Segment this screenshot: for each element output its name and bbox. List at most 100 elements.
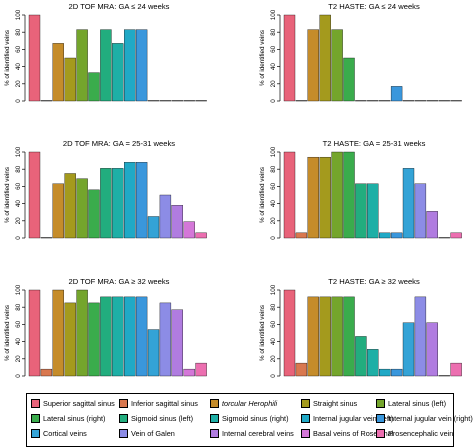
legend-swatch [119, 414, 128, 423]
bar-superior-sagittal-sinus [283, 151, 296, 239]
bar-internal-jugular-vein-left [379, 232, 391, 239]
y-tick-label: 80 [270, 303, 277, 311]
bar-sigmoid-sinus-left [100, 296, 112, 377]
y-tick-label: 60 [270, 320, 277, 328]
legend-swatch [376, 399, 385, 408]
chart-panel-3: 2D TOF MRA: GA = 25-31 weeks 0 20 40 60 80 100… [4, 139, 207, 240]
bar-internal-jugular-vein-right [390, 232, 403, 239]
legend-item: Sigmoid sinus (left) [119, 414, 193, 423]
y-tick-label: 0 [270, 236, 277, 240]
y-tick-label: 0 [15, 374, 22, 378]
y-tick-label: 100 [270, 146, 277, 157]
bar-internal-jugular-vein-left [379, 368, 391, 377]
bar-sigmoid-sinus-left [355, 336, 367, 377]
bar-superior-sagittal-sinus [28, 151, 41, 239]
legend-item: Basal veins of Rosenthal [301, 429, 393, 438]
bar-cortical-veins [402, 322, 415, 377]
bar-straight-sinus [64, 302, 76, 377]
legend-label: Lateral sinus (right) [43, 414, 106, 423]
y-tick-label: 20 [15, 217, 22, 225]
bar-superior-sagittal-sinus [283, 14, 296, 102]
legend-swatch [31, 414, 40, 423]
bar-internal-cerebral-veins [426, 322, 438, 377]
bar-internal-jugular-vein-right [135, 296, 148, 377]
y-tick-label: 20 [15, 355, 22, 363]
legend-swatch [31, 429, 40, 438]
legend-swatch [210, 429, 219, 438]
y-axis-label: % of identified veins [4, 30, 11, 86]
legend-swatch [301, 399, 310, 408]
y-tick-label: 40 [270, 338, 277, 346]
bar-internal-cerebral-veins [171, 205, 183, 239]
legend-label: Cortical veins [43, 429, 87, 438]
bar-lateral-sinus-right [343, 151, 355, 239]
bar-lateral-sinus-right [88, 302, 100, 377]
chart-panel-2: T2 HASTE: GA ≤ 24 weeks 0 20 40 60 80 100 % of … [259, 2, 462, 103]
bar-internal-cerebral-veins [426, 211, 438, 239]
bar-lateral-sinus-left [331, 29, 343, 102]
y-tick-label: 0 [15, 99, 22, 103]
bar-sigmoid-sinus-left [100, 29, 112, 102]
bar-sigmoid-sinus-right [367, 183, 379, 239]
bar-sigmoid-sinus-right [112, 296, 124, 377]
y-tick-label: 0 [15, 236, 22, 240]
bar-sigmoid-sinus-right [112, 168, 124, 239]
bar-prosencephalic-vein [195, 362, 207, 377]
legend-swatch [31, 399, 40, 408]
legend-swatch [210, 414, 219, 423]
legend-label: Vein of Galen [131, 429, 175, 438]
bar-internal-jugular-vein-right [135, 29, 148, 102]
bar-straight-sinus [319, 296, 331, 377]
legend-label: torcular Herophili [222, 399, 278, 408]
bar-vein-of-galen [159, 194, 172, 239]
bar-basal-veins-of-rosenthal [183, 368, 195, 377]
chart-title: 2D TOF MRA: GA ≤ 24 weeks [69, 2, 170, 11]
y-tick-label: 100 [15, 146, 22, 157]
y-tick-label: 40 [15, 63, 22, 71]
legend-item: Internal jugular vein (left) [301, 414, 393, 423]
bar-prosencephalic-vein [450, 362, 462, 377]
legend-label: Inferior sagittal sinus [131, 399, 198, 408]
chart-panel-5: 2D TOF MRA: GA ≥ 32 weeks 0 20 40 60 80 100 % o… [4, 277, 207, 378]
y-tick-label: 20 [270, 355, 277, 363]
bar-vein-of-galen [414, 183, 427, 239]
bar-lateral-sinus-right [88, 72, 100, 102]
chart-panel-6: T2 HASTE: GA ≥ 32 weeks 0 20 40 60 80 100 % of … [259, 277, 462, 378]
bar-torcular-herophili [307, 156, 319, 239]
y-tick-label: 0 [270, 99, 277, 103]
y-tick-label: 60 [270, 45, 277, 53]
bar-inferior-sagittal-sinus [295, 362, 308, 377]
y-axis-label: % of identified veins [259, 167, 266, 223]
bar-vein-of-galen [414, 296, 427, 377]
legend-label: Internal jugular vein (right) [388, 414, 473, 423]
legend-item: Internal cerebral veins [210, 429, 294, 438]
bar-lateral-sinus-right [88, 189, 100, 239]
bar-straight-sinus [64, 173, 76, 239]
y-tick-label: 40 [270, 63, 277, 71]
bar-sigmoid-sinus-right [367, 349, 379, 377]
y-tick-label: 20 [270, 80, 277, 88]
legend: Superior sagittal sinus Inferior sagittal… [26, 393, 473, 447]
legend-swatch [376, 429, 385, 438]
y-axis-label: % of identified veins [259, 305, 266, 361]
legend-item: Lateral sinus (left) [376, 399, 446, 408]
bar-lateral-sinus-left [331, 151, 343, 239]
y-tick-label: 20 [270, 217, 277, 225]
bar-internal-jugular-vein-left [124, 296, 136, 377]
bar-sigmoid-sinus-right [112, 43, 124, 102]
legend-item: torcular Herophili [210, 399, 277, 408]
bar-lateral-sinus-right [343, 296, 355, 377]
bar-torcular-herophili [52, 183, 64, 239]
legend-item: Superior sagittal sinus [31, 399, 115, 408]
legend-swatch [119, 399, 128, 408]
legend-label: Superior sagittal sinus [43, 399, 115, 408]
y-tick-label: 100 [270, 284, 277, 295]
bar-prosencephalic-vein [195, 232, 207, 239]
bar-cortical-veins [147, 216, 160, 239]
bar-cortical-veins [402, 168, 415, 239]
bar-vein-of-galen [159, 302, 172, 377]
bar-straight-sinus [319, 156, 331, 239]
bar-prosencephalic-vein [450, 232, 462, 239]
legend-label: Lateral sinus (left) [388, 399, 446, 408]
bar-lateral-sinus-left [76, 29, 88, 102]
